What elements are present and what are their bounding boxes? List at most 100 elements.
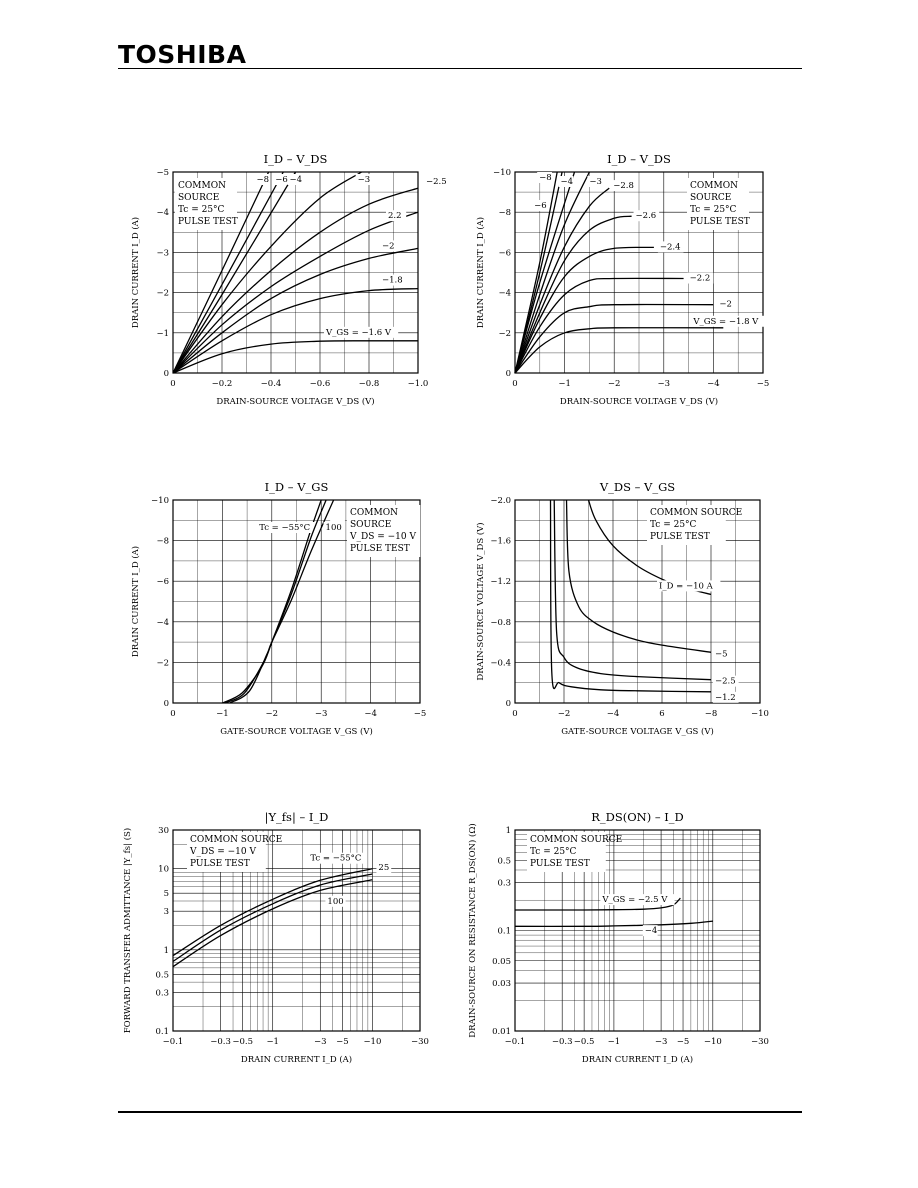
x-tick-label: 0 <box>170 379 175 389</box>
y-tick-label: 0.1 <box>155 1027 169 1037</box>
series-curve <box>514 215 632 374</box>
condition-text: PULSE TEST <box>178 217 238 227</box>
y-tick-label: 0 <box>506 699 511 709</box>
series-label: −4 <box>561 177 574 187</box>
condition-text: COMMON SOURCE <box>190 835 282 845</box>
x-tick-label: −2 <box>608 379 621 389</box>
series-label: −2.4 <box>660 242 681 252</box>
toshiba-logo: TOSHIBA <box>118 40 247 69</box>
x-tick-label: −0.2 <box>212 379 233 389</box>
x-tick-label: −1 <box>608 1037 621 1047</box>
series-label: 100 <box>326 523 342 533</box>
plot-frame <box>172 829 421 1032</box>
annotation-bg <box>647 505 726 545</box>
x-tick-label: −0.6 <box>310 379 331 389</box>
series-label-bg <box>657 241 684 253</box>
condition-text: PULSE TEST <box>190 859 250 869</box>
y-tick-label: −0.8 <box>490 618 511 628</box>
y-tick-label: 1 <box>506 826 511 836</box>
y-tick-label: −2 <box>156 658 169 668</box>
x-tick-label: −0.1 <box>505 1037 526 1047</box>
condition-text: Tc = 25°C <box>690 205 737 215</box>
condition-text: PULSE TEST <box>350 544 410 554</box>
y-tick-label: −1.6 <box>490 537 511 547</box>
x-tick-label: −10 <box>704 1037 722 1047</box>
y-tick-label: 0.3 <box>155 988 169 998</box>
x-tick-label: −2 <box>266 709 279 719</box>
y-axis-label: DRAIN CURRENT I_D (A) <box>130 217 141 328</box>
annotation-bg <box>687 178 749 230</box>
series-label: −4 <box>645 926 658 936</box>
series-label: −1.2 <box>715 693 736 703</box>
series-curve <box>514 277 684 374</box>
x-axis-label: DRAIN CURRENT I_D (A) <box>241 1054 352 1065</box>
series-label-bg <box>380 240 395 252</box>
condition-text: PULSE TEST <box>530 859 590 869</box>
series-label-bg <box>558 176 574 187</box>
condition-text: Tc = 25°C <box>530 847 577 857</box>
chart-c3: 0 −1 −2 −3 −4 −5 0 −2 −4 −6 −8 −10 COMMON SOURCE V_DS … <box>130 480 426 737</box>
series-label: Tc = −55°C <box>259 523 310 533</box>
x-tick-label: −8 <box>705 709 718 719</box>
chart-title: I_D – V_GS <box>265 480 329 494</box>
series-label: 2.2 <box>388 211 402 221</box>
y-tick-label: −10 <box>493 168 511 178</box>
series-curve <box>514 327 724 374</box>
series-label: −2.2 <box>690 274 711 284</box>
series-label-bg <box>713 691 739 703</box>
condition-text: COMMON <box>690 181 738 191</box>
y-tick-label: −2.0 <box>490 496 511 506</box>
series-curve <box>172 171 270 374</box>
y-tick-label: 0.01 <box>492 1027 511 1037</box>
series-label: −3 <box>589 177 602 187</box>
x-axis-label: GATE-SOURCE VOLTAGE V_GS (V) <box>220 726 373 737</box>
y-tick-label: 0 <box>506 369 511 379</box>
x-tick-label: −3 <box>655 1037 668 1047</box>
y-axis-label: DRAIN CURRENT I_D (A) <box>130 546 141 657</box>
condition-text: SOURCE <box>690 193 731 203</box>
footer-rule <box>118 1111 802 1113</box>
series-curve <box>172 287 419 374</box>
plot-frame <box>172 499 421 704</box>
x-tick-label: −1 <box>266 1037 279 1047</box>
condition-text: SOURCE <box>178 193 219 203</box>
x-tick-label: −0.4 <box>261 379 282 389</box>
series-label-bg <box>257 522 316 533</box>
series-curve <box>514 920 713 927</box>
series-curve <box>172 879 373 968</box>
y-tick-label: 0.05 <box>492 957 511 967</box>
x-tick-label: −1 <box>558 379 571 389</box>
y-tick-label: −8 <box>156 537 169 547</box>
x-tick-label: −4 <box>707 379 720 389</box>
y-tick-label: 0.3 <box>497 879 511 889</box>
y-tick-label: −6 <box>498 248 511 258</box>
series-label-bg <box>713 675 739 687</box>
x-tick-label: −4 <box>364 709 377 719</box>
series-label-bg <box>324 326 399 338</box>
condition-text: COMMON <box>178 181 226 191</box>
condition-text: SOURCE <box>350 520 391 530</box>
y-tick-label: 3 <box>164 907 169 917</box>
chart-title: R_DS(ON) – I_D <box>591 810 684 824</box>
series-label-bg <box>273 174 289 185</box>
chart-title: V_DS – V_GS <box>599 480 675 494</box>
series-label: I_D = −10 A <box>659 581 714 591</box>
series-label: 25 <box>378 863 389 873</box>
x-tick-label: −2 <box>558 709 571 719</box>
y-axis-label: FORWARD TRANSFER ADMITTANCE |Y_fs| (S) <box>122 828 133 1033</box>
series-label: −2 <box>719 300 732 310</box>
series-label-bg <box>633 210 660 222</box>
series-label-bg <box>325 895 346 907</box>
series-label-bg <box>532 200 547 211</box>
y-tick-label: 1 <box>164 946 169 956</box>
x-axis-label: GATE-SOURCE VOLTAGE V_GS (V) <box>561 726 714 737</box>
series-label-bg <box>287 174 303 185</box>
chart-c2: 0 −1 −2 −3 −4 −5 0 −2 −4 −6 −8 −10 COMMON SOURCE Tc = … <box>475 152 769 407</box>
x-tick-label: −1.0 <box>408 379 429 389</box>
x-tick-label: 0 <box>512 379 517 389</box>
condition-text: V_DS = −10 V <box>349 532 416 542</box>
x-tick-label: 0 <box>512 709 517 719</box>
y-tick-label: −1.2 <box>490 577 511 587</box>
y-tick-label: 10 <box>158 865 169 875</box>
series-label: −8 <box>539 173 552 183</box>
